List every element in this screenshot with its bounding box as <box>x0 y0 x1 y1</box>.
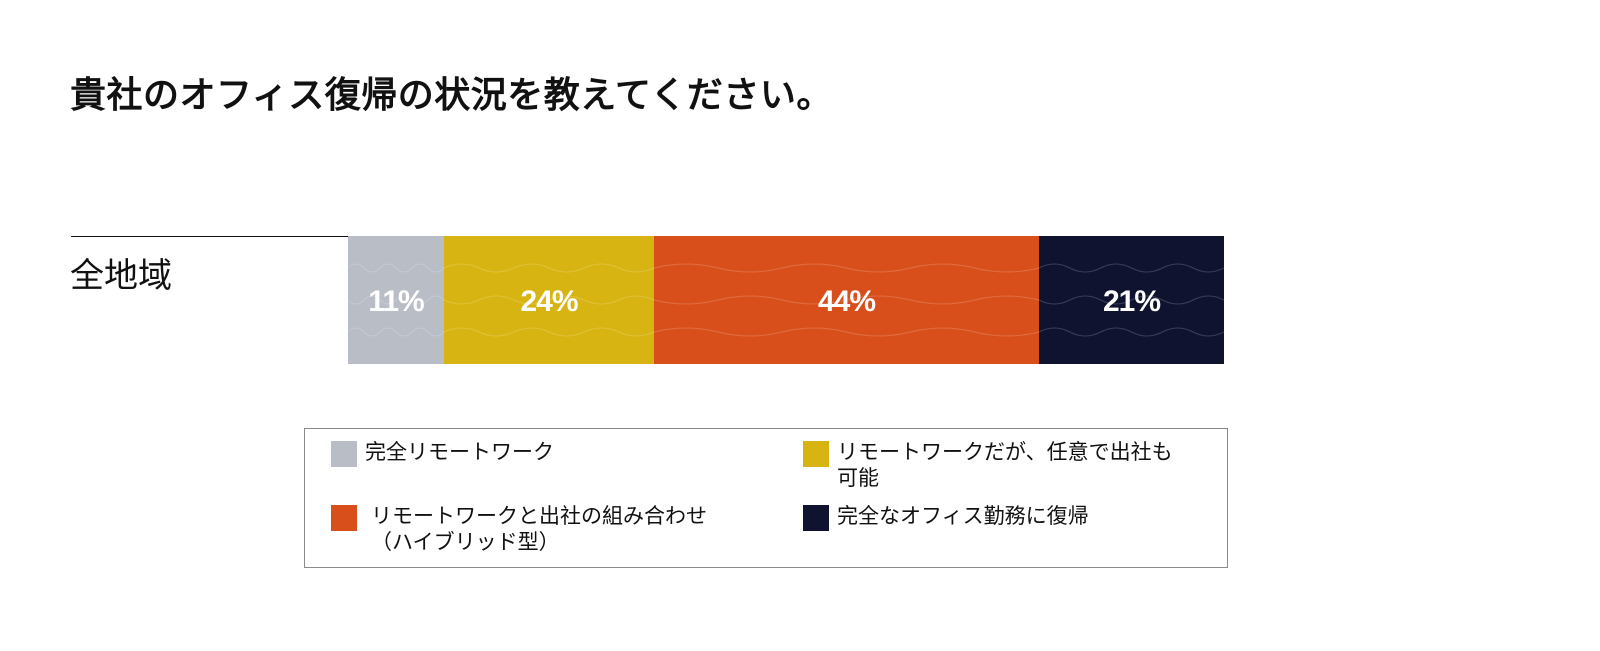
legend-swatch <box>803 505 829 531</box>
bar-segment <box>348 236 444 364</box>
bar-texture <box>1038 327 1224 337</box>
bar-segment <box>654 236 1039 364</box>
legend-item-remote-optional-office: リモートワークだが、任意で出社も 可能 <box>803 429 1173 491</box>
bar-texture <box>443 327 655 337</box>
legend-label: 完全リモートワーク <box>365 440 554 464</box>
chart-title: 貴社のオフィス復帰の状況を教えてください。 <box>70 75 833 116</box>
row-divider <box>71 236 349 237</box>
bar-value-label: 24% <box>520 285 577 318</box>
bar-texture <box>348 263 445 273</box>
bar-texture <box>348 295 445 305</box>
bar-value-label: 44% <box>818 285 875 318</box>
bar-segment <box>1039 236 1224 364</box>
bar-texture <box>348 327 445 337</box>
legend-swatch <box>331 441 357 467</box>
bar-texture <box>653 295 1040 305</box>
bar-value-label: 11% <box>368 285 424 318</box>
bar-segment <box>444 236 654 364</box>
legend-swatch <box>331 505 357 531</box>
bar-texture <box>443 263 655 273</box>
legend-item-full-remote: 完全リモートワーク <box>331 429 554 467</box>
bar-texture <box>653 327 1040 337</box>
legend-label: 完全なオフィス勤務に復帰 <box>837 504 1089 528</box>
legend: 完全リモートワーク リモートワークだが、任意で出社も 可能 リモートワークと出社… <box>304 428 1228 568</box>
bar-value-label: 21% <box>1103 285 1160 318</box>
stacked-bar: 11% 24% 44% 21% <box>348 236 1224 364</box>
bar-texture <box>443 295 655 305</box>
bar-texture <box>1038 295 1224 305</box>
bar-texture <box>653 263 1040 273</box>
legend-item-full-office: 完全なオフィス勤務に復帰 <box>803 493 1089 531</box>
legend-item-hybrid: リモートワークと出社の組み合わせ （ハイブリッド型） <box>331 493 707 555</box>
legend-label: リモートワークと出社の組み合わせ （ハイブリッド型） <box>371 504 707 554</box>
bar-texture <box>1038 263 1224 273</box>
legend-swatch <box>803 441 829 467</box>
legend-label: リモートワークだが、任意で出社も 可能 <box>837 440 1173 490</box>
row-label: 全地域 <box>70 256 172 296</box>
